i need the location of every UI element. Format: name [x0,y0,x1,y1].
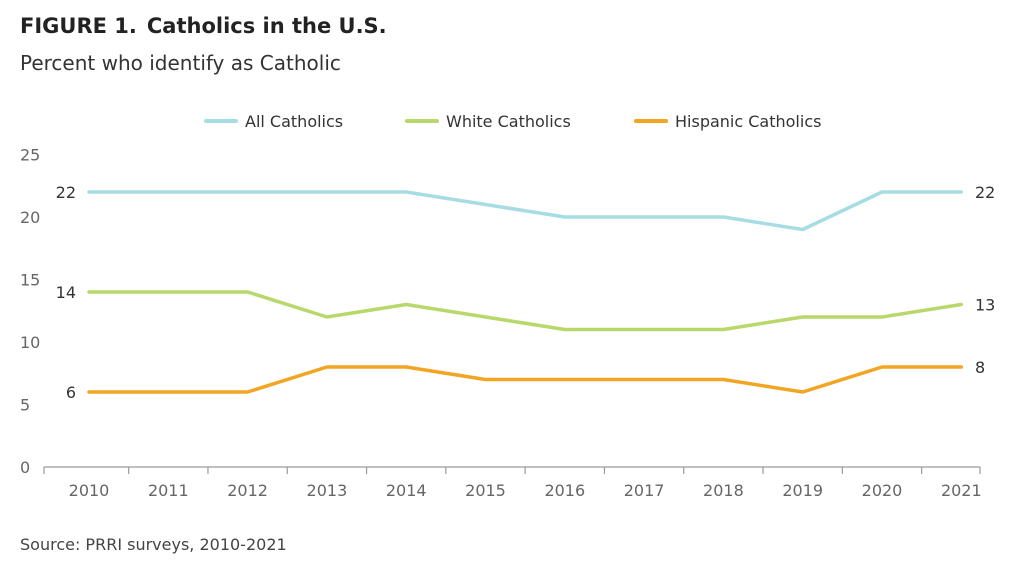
end-labels: 22 22 14 13 6 8 [56,183,996,402]
x-tick-label: 2011 [148,481,189,500]
legend-label: All Catholics [245,112,343,131]
x-tick-label: 2021 [941,481,982,500]
legend-item: All Catholics [204,112,343,131]
x-tick-label: 2012 [227,481,268,500]
chart-title: FIGURE 1. Catholics in the U.S. [20,14,387,38]
x-tick-label: 2013 [307,481,348,500]
series-line [87,190,964,232]
y-tick-label: 25 [20,146,40,165]
chart-legend: All Catholics White Catholics Hispanic Cat… [204,112,821,131]
series-line [87,365,964,394]
y-tick-label: 10 [20,333,40,352]
x-tick-label: 2016 [544,481,585,500]
y-tick-label: 5 [20,396,30,415]
y-tick-label: 20 [20,208,40,227]
legend-label: Hispanic Catholics [675,112,821,131]
x-tick-label: 2020 [862,481,903,500]
y-axis: 0 5 10 15 20 25 [20,146,40,478]
source-note: Source: PRRI surveys, 2010-2021 [20,535,287,554]
start-value-label: 6 [66,383,76,402]
start-value-label: 22 [56,183,76,202]
legend-item: White Catholics [405,112,571,131]
end-value-label: 13 [975,296,995,315]
x-tick-label: 2014 [386,481,427,500]
figure-number: FIGURE 1. [20,14,137,38]
series-lines [87,190,964,394]
x-tick-label: 2010 [69,481,110,500]
chart-subtitle: Percent who identify as Catholic [20,51,341,75]
end-value-label: 8 [975,358,985,377]
legend-item: Hispanic Catholics [634,112,821,131]
end-value-label: 22 [975,183,995,202]
x-axis: 2010 2011 2012 2013 2014 2015 2016 2017 2018 2019… [43,466,982,500]
x-tick-label: 2018 [703,481,744,500]
start-value-label: 14 [56,283,76,302]
y-tick-label: 15 [20,271,40,290]
x-tick-label: 2017 [624,481,665,500]
figure-title: Catholics in the U.S. [146,14,387,38]
series-line [87,290,964,332]
legend-label: White Catholics [446,112,571,131]
y-tick-label: 0 [20,458,30,477]
x-tick-label: 2019 [782,481,823,500]
x-tick-label: 2015 [465,481,506,500]
